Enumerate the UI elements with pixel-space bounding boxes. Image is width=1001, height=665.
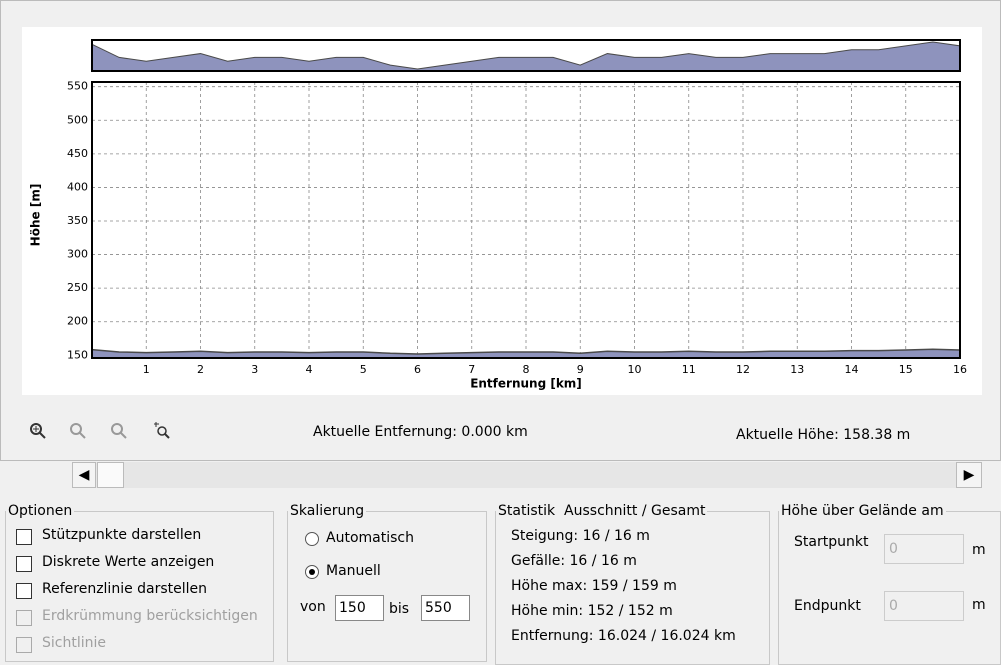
zoom-reset[interactable] [154, 422, 170, 439]
x-tick-label: 14 [845, 363, 859, 376]
statistics-subtitle: Ausschnitt / Gesamt [564, 503, 706, 519]
radio-dot [309, 569, 315, 575]
statistic: Steigung: 16 / 16 m [511, 528, 650, 544]
checkbox-label: Stützpunkte darstellen [42, 527, 202, 543]
checkbox[interactable] [16, 556, 32, 572]
checkbox-label: Sichtlinie [42, 635, 106, 651]
checkbox [16, 637, 32, 653]
x-tick-label: 4 [306, 363, 313, 376]
y-tick-label: 300 [67, 248, 88, 261]
area [92, 349, 960, 358]
unit: m [972, 542, 986, 558]
group-title: Statistik Ausschnitt / Gesamt [496, 503, 707, 519]
overview-frame [91, 39, 961, 72]
radio-manual[interactable] [305, 565, 319, 579]
x-tick-label: 9 [577, 363, 584, 376]
zoom-box[interactable] [70, 423, 86, 439]
status-distance: Aktuelle Entfernung: 0.000 km [313, 424, 528, 440]
scroll-thumb[interactable] [97, 462, 124, 488]
x-tick-label: 10 [628, 363, 642, 376]
start-input[interactable]: 0 [884, 534, 964, 564]
statistic: Höhe max: 159 / 159 m [511, 578, 677, 594]
checkbox[interactable] [16, 529, 32, 545]
group-title: Skalierung [290, 503, 365, 519]
group-title: Höhe über Gelände am [781, 503, 944, 519]
unit: m [972, 597, 986, 613]
end-label: Endpunkt [794, 598, 861, 614]
line [91, 348, 961, 355]
checkbox-label: Erdkrümmung berücksichtigen [42, 608, 258, 624]
from-input[interactable]: 150 [335, 595, 384, 621]
scrollbar[interactable]: ◀ ▶ [72, 462, 982, 488]
x-axis-title: Entfernung [km] [470, 377, 582, 391]
scaling-group: Skalierung [287, 503, 487, 662]
ground-group: Höhe über Gelände am [778, 503, 1001, 665]
y-tick-label: 400 [67, 180, 88, 193]
group-title: Optionen [8, 503, 73, 519]
statistic: Höhe min: 152 / 152 m [511, 603, 673, 619]
chart: Höhe [m] Entfernung [km] 150200250300350… [22, 27, 982, 395]
plot-frame [91, 81, 961, 359]
options-group: Optionen [5, 503, 274, 662]
start-label: Startpunkt [794, 534, 869, 550]
checkbox[interactable] [16, 583, 32, 599]
y-tick-label: 150 [67, 348, 88, 361]
y-tick-label: 450 [67, 147, 88, 160]
to-label: bis [389, 601, 410, 617]
x-tick-label: 15 [899, 363, 913, 376]
y-tick-label: 250 [67, 281, 88, 294]
radio-automatic[interactable] [305, 532, 319, 546]
x-tick-label: 5 [360, 363, 367, 376]
x-tick-label: 3 [251, 363, 258, 376]
x-tick-label: 1 [143, 363, 150, 376]
checkbox [16, 610, 32, 626]
x-tick-label: 8 [523, 363, 530, 376]
x-tick-label: 6 [414, 363, 421, 376]
status-height: Aktuelle Höhe: 158.38 m [736, 427, 911, 443]
y-tick-label: 350 [67, 214, 88, 227]
checkbox-label: Referenzlinie darstellen [42, 581, 208, 597]
statistic: Gefälle: 16 / 16 m [511, 553, 637, 569]
y-tick-label: 550 [67, 80, 88, 93]
toolbar [30, 422, 170, 439]
scroll-right[interactable]: ▶ [956, 462, 982, 488]
x-tick-label: 7 [468, 363, 475, 376]
x-tick-label: 13 [790, 363, 804, 376]
chart-background [22, 27, 982, 395]
radio-label: Manuell [326, 563, 381, 579]
end-input[interactable]: 0 [884, 591, 964, 621]
zoom-in[interactable] [30, 423, 46, 439]
to-input[interactable]: 550 [421, 595, 470, 621]
x-tick-label: 16 [953, 363, 967, 376]
x-tick-label: 12 [736, 363, 750, 376]
from-label: von [300, 599, 326, 615]
y-axis-title: Höhe [m] [29, 184, 43, 247]
scroll-left[interactable]: ◀ [72, 462, 96, 488]
checkbox-label: Diskrete Werte anzeigen [42, 554, 215, 570]
statistics-title: Statistik [498, 503, 556, 519]
x-tick-label: 11 [682, 363, 696, 376]
radio-label: Automatisch [326, 530, 414, 546]
overview-area [91, 41, 961, 72]
y-tick-label: 500 [67, 113, 88, 126]
x-tick-label: 2 [197, 363, 204, 376]
statistic: Entfernung: 16.024 / 16.024 km [511, 628, 736, 644]
y-tick-label: 200 [67, 315, 88, 328]
zoom-out[interactable] [111, 423, 127, 439]
